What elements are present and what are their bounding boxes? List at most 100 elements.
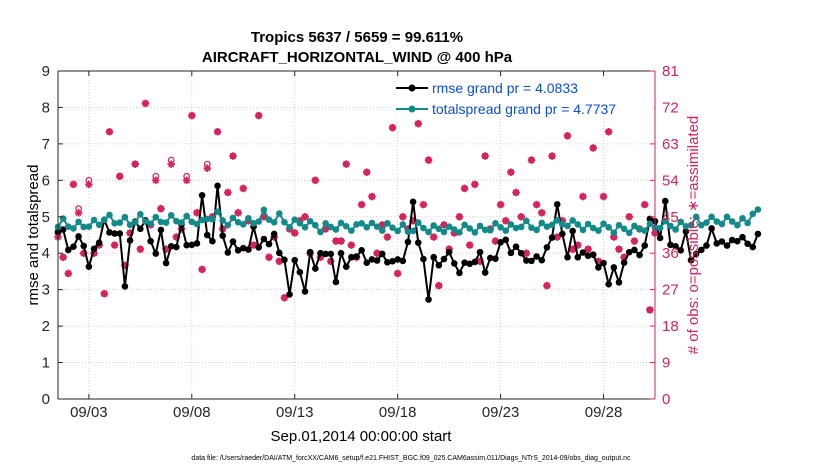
totalspread-point-51: [317, 228, 324, 236]
series-lines: [54, 182, 762, 303]
rmse-point-122: [682, 228, 690, 235]
rmse-point-44: [281, 256, 288, 264]
totalspread-point-58: [353, 221, 360, 228]
obs-assimilated-point-72: [424, 156, 433, 164]
rmse-point-102: [579, 249, 587, 256]
obs-assimilated-point-17: [141, 99, 150, 108]
totalspread-point-40: [260, 206, 268, 214]
totalspread-point-112: [631, 222, 638, 230]
totalspread-point-119: [667, 222, 674, 230]
totalspread-point-11: [111, 220, 118, 227]
rmse-point-37: [245, 246, 252, 253]
obs-assimilated-point-93: [532, 200, 541, 209]
rmse-point-7: [90, 245, 98, 253]
obs-assimilated-point-28: [198, 265, 206, 274]
rmse-point-103: [584, 252, 592, 260]
totalspread-point-39: [255, 218, 263, 225]
totalspread-point-123: [687, 221, 695, 229]
totalspread-point-126: [703, 219, 710, 226]
totalspread-point-98: [559, 221, 566, 228]
rmse-point-129: [718, 238, 726, 245]
totalspread-point-79: [461, 221, 468, 229]
totalspread-point-87: [502, 227, 510, 234]
x-tick-label-5: 09/28: [585, 404, 623, 421]
rmse-point-4: [75, 233, 82, 240]
totalspread-point-56: [342, 222, 350, 230]
y-axis-left-label: rmse and totalspread: [25, 165, 42, 306]
totalspread-point-124: [692, 213, 700, 221]
rmse-point-90: [517, 249, 525, 257]
y-left-tick-label-4: 4: [42, 245, 50, 262]
data-file-footer: data file: /Users/raeder/DAI/ATM_forcXX/…: [191, 455, 631, 462]
obs-assimilated-point-69: [409, 217, 417, 225]
totalspread-point-120: [672, 226, 679, 233]
obs-assimilated-point-35: [234, 208, 242, 217]
obs-assimilated-point-96: [548, 152, 556, 160]
rmse-point-49: [306, 248, 314, 256]
rmse-point-111: [625, 248, 633, 256]
totalspread-point-63: [378, 227, 386, 234]
obs-assimilated-point-41: [265, 253, 273, 262]
totalspread-point-59: [358, 220, 365, 227]
y-right-tick-label-2: 18: [662, 318, 679, 335]
totalspread-point-107: [605, 224, 612, 231]
rmse-point-40: [260, 235, 268, 243]
rmse-point-47: [296, 268, 304, 276]
totalspread-point-49: [306, 217, 314, 225]
rmse-point-113: [636, 251, 643, 259]
obs-assimilated-point-91: [522, 249, 531, 258]
rmse-point-72: [425, 296, 432, 303]
obs-assimilated-point-115: [646, 306, 654, 314]
rmse-point-55: [337, 249, 345, 257]
obs-assimilated-point-105: [594, 257, 603, 266]
totalspread-point-35: [234, 218, 242, 226]
totalspread-point-3: [70, 225, 77, 232]
obs-assimilated-point-43: [275, 257, 284, 266]
rmse-point-89: [512, 243, 520, 250]
rmse-point-127: [708, 225, 715, 232]
obs-assimilated-point-3: [69, 180, 78, 189]
totalspread-point-26: [188, 218, 196, 226]
rmse-point-11: [111, 230, 118, 237]
rmse-point-56: [342, 263, 350, 271]
y-right-tick-label-0: 0: [662, 391, 670, 408]
totalspread-point-110: [620, 225, 628, 233]
obs-assimilated-point-9: [100, 289, 109, 298]
obs-assimilated-point-77: [450, 229, 459, 237]
y-left-tick-label-9: 9: [42, 63, 50, 80]
totalspread-point-44: [281, 218, 288, 226]
totalspread-point-52: [322, 220, 329, 227]
rmse-point-70: [414, 239, 422, 246]
totalspread-point-92: [528, 224, 535, 232]
rmse-point-22: [167, 243, 175, 250]
rmse-point-132: [734, 237, 741, 245]
totalspread-point-101: [574, 221, 582, 228]
rmse-point-115: [646, 215, 654, 223]
totalspread-point-82: [476, 222, 484, 230]
totalspread-point-125: [698, 221, 705, 229]
obs-assimilated-point-50: [311, 176, 320, 185]
rmse-point-106: [600, 259, 607, 267]
totalspread-point-37: [245, 214, 252, 222]
obs-assimilated-point-1: [59, 253, 67, 262]
obs-assimilated-point-67: [399, 212, 407, 221]
rmse-point-1: [59, 226, 67, 233]
totalspread-point-24: [178, 219, 185, 226]
rmse-point-62: [373, 257, 381, 264]
rmse-point-13: [121, 283, 129, 290]
y-left-tick-label-1: 1: [42, 355, 50, 372]
totalspread-point-48: [301, 224, 309, 231]
totalspread-point-95: [543, 223, 551, 230]
y-right-tick-label-5: 45: [662, 209, 679, 226]
totalspread-point-111: [625, 229, 633, 237]
totalspread-point-41: [265, 216, 273, 223]
totalspread-point-67: [399, 221, 407, 228]
totalspread-point-97: [553, 217, 561, 224]
rmse-point-73: [430, 253, 438, 261]
totalspread-point-16: [137, 210, 144, 218]
totalspread-point-129: [718, 220, 726, 228]
y-right-tick-label-4: 36: [662, 245, 679, 262]
rmse-point-77: [450, 260, 458, 267]
totalspread-point-20: [157, 218, 165, 226]
totalspread-point-19: [152, 213, 160, 221]
